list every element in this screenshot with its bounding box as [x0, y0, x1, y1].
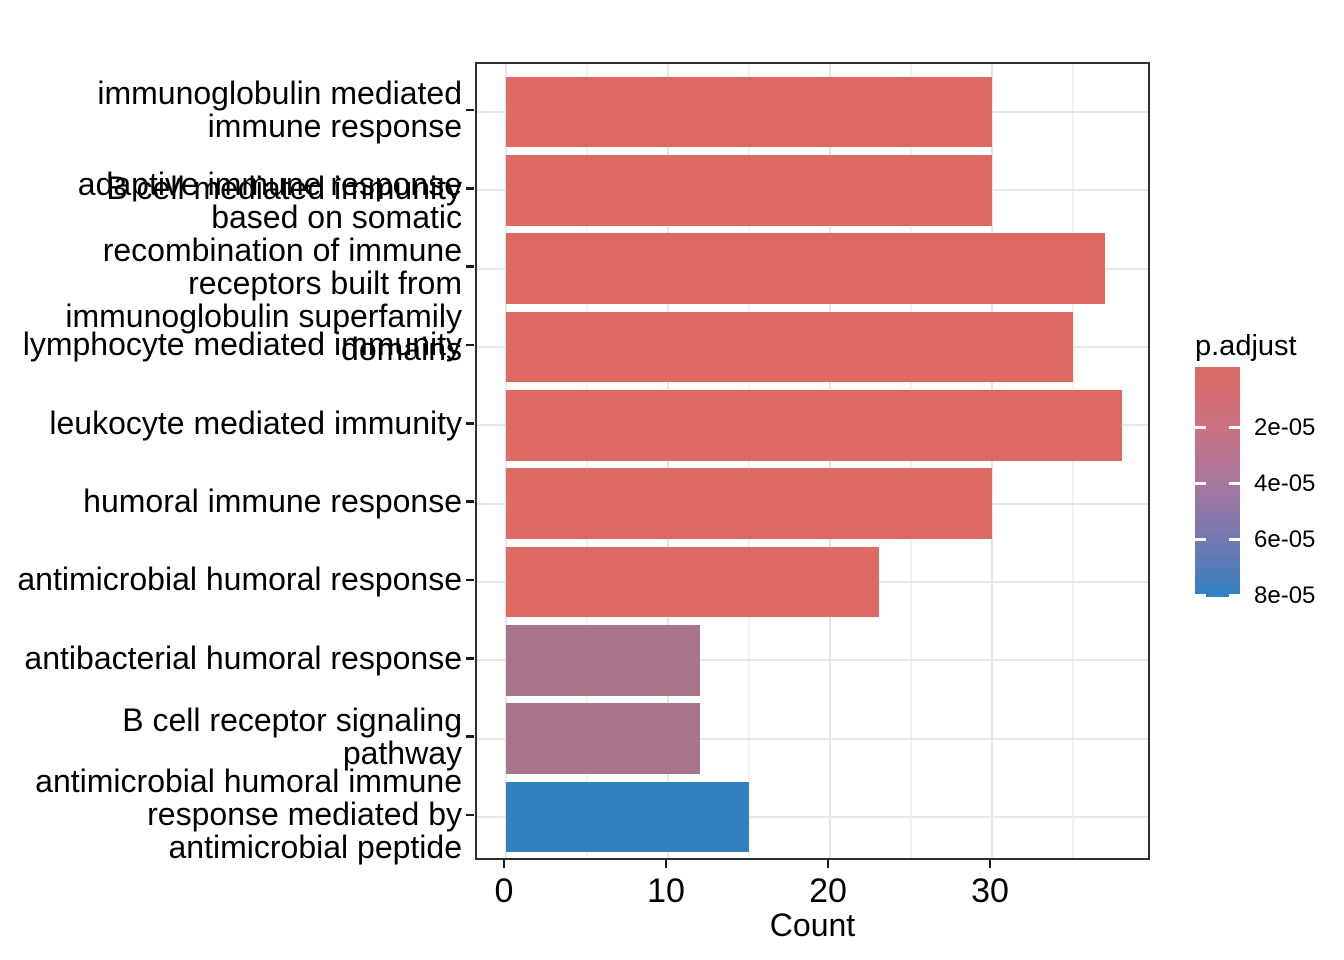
gridline-minor-v — [1072, 64, 1074, 858]
bar-4 — [506, 390, 1122, 461]
y-axis-label: B cell receptor signaling pathway — [122, 701, 462, 771]
gridline-major-v — [829, 64, 831, 858]
y-tick — [466, 735, 474, 738]
legend-tick-label: 2e-05 — [1254, 413, 1316, 441]
x-tick — [988, 860, 992, 868]
legend-tick-label: 4e-05 — [1254, 469, 1316, 497]
legend-tick — [1229, 482, 1240, 486]
plot-panel — [475, 62, 1150, 860]
gridline-minor-v — [910, 64, 912, 858]
y-tick — [466, 657, 474, 660]
bar-1 — [506, 155, 992, 226]
gridline-major-h — [477, 815, 1148, 818]
legend-tick-label: 6e-05 — [1254, 525, 1316, 553]
y-axis-label: antimicrobial humoral immune response me… — [35, 763, 462, 866]
x-tick — [502, 860, 506, 868]
bar-8 — [506, 703, 701, 774]
legend-tick — [1195, 482, 1206, 486]
y-tick — [466, 813, 474, 817]
legend-tick — [1229, 594, 1240, 598]
gridline-minor-v — [586, 64, 588, 858]
bar-3 — [506, 311, 1073, 383]
legend-tick — [1229, 538, 1240, 542]
bar-2 — [506, 233, 1106, 304]
y-axis-label: leukocyte mediated immunity — [49, 404, 462, 441]
gridline-major-v — [505, 64, 507, 858]
legend-tick — [1195, 538, 1206, 542]
x-tick-label: 0 — [494, 872, 514, 910]
y-tick — [466, 578, 474, 582]
y-tick — [466, 343, 474, 347]
y-tick — [466, 422, 474, 425]
bar-5 — [506, 468, 992, 539]
y-axis-label: B cell mediated immunity — [106, 169, 462, 206]
x-tick-label: 10 — [647, 872, 685, 910]
gridline-major-h — [477, 659, 1148, 662]
legend-title: p.adjust — [1195, 330, 1297, 362]
bar-6 — [506, 546, 879, 618]
legend-tick — [1195, 594, 1206, 598]
gridline-minor-v — [748, 64, 750, 858]
y-tick — [466, 187, 474, 190]
legend-tick — [1195, 426, 1206, 430]
bar-9 — [506, 781, 749, 853]
y-tick — [466, 108, 474, 112]
gridline-major-v — [667, 64, 669, 858]
x-tick-label: 20 — [809, 872, 847, 910]
y-axis-label: humoral immune response — [83, 483, 462, 520]
y-axis-label: lymphocyte mediated immunity — [22, 326, 462, 363]
x-tick — [664, 860, 668, 868]
legend-tick — [1229, 426, 1240, 430]
bar-0 — [506, 76, 992, 148]
x-axis-title: Count — [769, 907, 856, 943]
legend-colorbar — [1195, 367, 1240, 597]
x-tick-label: 30 — [971, 872, 1009, 910]
gridline-major-h — [477, 737, 1148, 740]
legend-tick-label: 8e-05 — [1254, 581, 1316, 609]
y-tick — [466, 265, 474, 268]
y-tick — [466, 500, 474, 503]
y-axis-label: antimicrobial humoral response — [17, 561, 462, 598]
gridline-major-v — [991, 64, 993, 858]
y-axis-label: immunoglobulin mediated immune response — [97, 75, 462, 144]
y-axis-label: antibacterial humoral response — [24, 639, 462, 676]
y-axis-label: adaptive immune response based on somati… — [65, 165, 462, 367]
bar-7 — [506, 625, 701, 696]
x-tick — [826, 860, 830, 868]
